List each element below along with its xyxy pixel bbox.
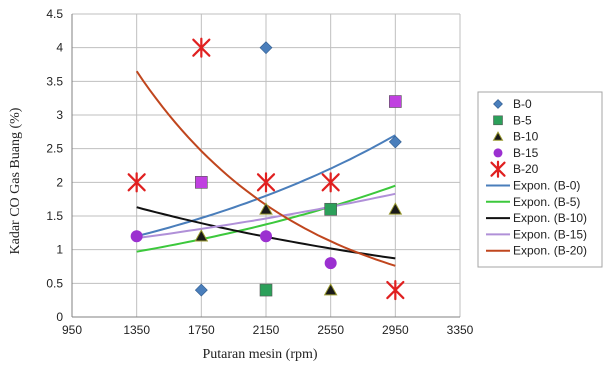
point-b-10 — [388, 202, 403, 215]
point-b-10 — [259, 202, 273, 215]
x-tick-label: 1350 — [123, 323, 150, 337]
legend-label-b-0: B-0 — [513, 97, 532, 111]
point-b-0 — [259, 41, 273, 55]
point-b-20 — [321, 172, 340, 193]
trendline-expon-b-0 — [136, 134, 396, 238]
x-tick-label: 2150 — [253, 323, 280, 337]
y-tick-label: 4.5 — [46, 7, 63, 21]
data-points — [127, 37, 405, 301]
legend-label-trend: Expon. (B-5) — [513, 195, 580, 209]
legend-marker-b-0 — [493, 99, 503, 109]
legend-marker-b-20 — [490, 160, 506, 178]
y-tick-label: 0 — [56, 310, 63, 324]
point-b-0 — [388, 135, 402, 149]
y-tick-label: 2 — [56, 175, 63, 189]
y-tick-label: 2.5 — [46, 142, 63, 156]
y-tick-label: 1.5 — [46, 209, 63, 223]
x-axis-label: Putaran mesin (rpm) — [202, 347, 317, 362]
y-tick-label: 3.5 — [46, 74, 63, 88]
legend-label-trend: Expon. (B-10) — [513, 211, 587, 225]
point-b-15 — [324, 257, 337, 270]
point-b-15-square — [195, 176, 208, 189]
axes — [71, 14, 460, 318]
legend: B-0 B-5 B-10 B-15 B-20 Expon. (B-0) Expon. (B-… — [477, 91, 603, 268]
point-b-20 — [192, 37, 211, 58]
legend-label-trend: Expon. (B-15) — [513, 227, 587, 241]
y-axis-label: Kadar CO Gas Buang (%) — [8, 107, 23, 254]
x-tick-label: 950 — [62, 323, 82, 337]
point-b-20 — [256, 172, 276, 193]
trendline-expon-b-15 — [136, 192, 396, 240]
legend-marker-b-5 — [493, 115, 503, 126]
y-tick-label: 4 — [56, 41, 63, 55]
point-b-15-square — [389, 95, 402, 108]
point-b-5 — [324, 202, 337, 216]
x-tick-label: 2950 — [382, 323, 409, 337]
legend-marker-b-10 — [492, 131, 504, 141]
x-tick-label: 3350 — [447, 323, 474, 337]
legend-marker-b-15 — [493, 148, 503, 158]
legend-label-trend: Expon. (B-20) — [513, 244, 587, 258]
y-tick-label: 3 — [56, 108, 63, 122]
y-tick-label: 1 — [56, 243, 63, 257]
legend-label-b-20: B-20 — [513, 162, 539, 176]
point-b-15 — [130, 230, 143, 243]
point-b-10 — [194, 229, 209, 242]
legend-label-b-15: B-15 — [513, 146, 539, 160]
point-b-0 — [194, 283, 208, 297]
y-tick-label: 0.5 — [46, 276, 63, 290]
point-b-10 — [323, 283, 338, 296]
point-b-20 — [127, 172, 146, 193]
point-b-15 — [260, 230, 272, 243]
legend-label-trend: Expon. (B-0) — [513, 179, 580, 193]
tick-labels: 0 0.5 1 1.5 2 2.5 3 3.5 4 4.5 950 1350 1750 2150 2550 2… — [46, 7, 473, 337]
grid-lines — [71, 13, 461, 318]
trendline-expon-b-5 — [136, 184, 396, 253]
point-b-20 — [386, 279, 405, 301]
x-tick-label: 2550 — [317, 323, 344, 337]
point-b-5 — [259, 283, 273, 297]
legend-label-b-10: B-10 — [513, 130, 539, 144]
legend-label-b-5: B-5 — [513, 113, 532, 127]
x-tick-label: 1750 — [188, 323, 215, 337]
